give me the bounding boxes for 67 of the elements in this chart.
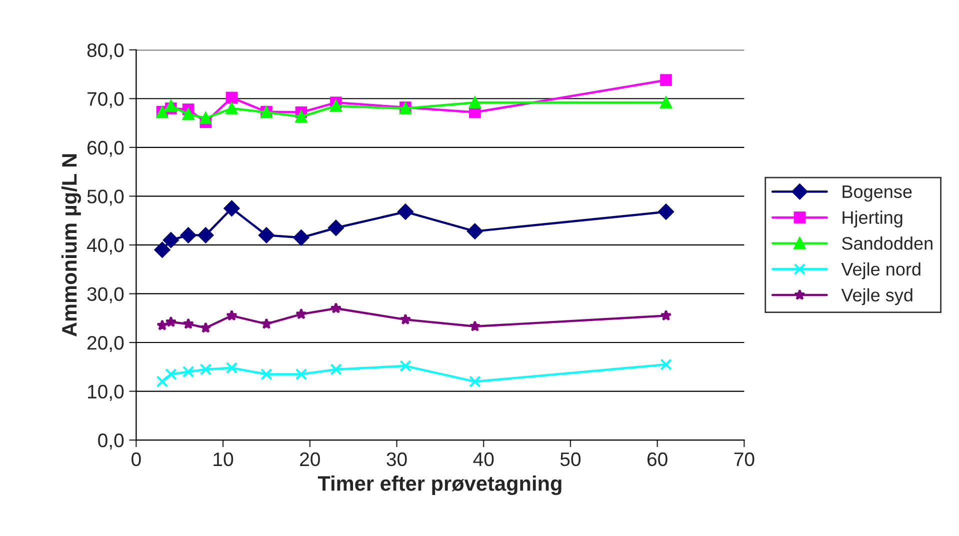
- point: [165, 368, 177, 380]
- point: [469, 376, 481, 388]
- y-axis-title: Ammonium µg/L N: [61, 154, 81, 336]
- point: [156, 376, 168, 388]
- point: [400, 360, 412, 372]
- point: [400, 314, 412, 325]
- point: [260, 368, 272, 380]
- y-tick-label: 50,0: [87, 190, 124, 206]
- legend-label: Sandodden: [842, 236, 932, 250]
- x-tick-label: 60: [648, 452, 668, 466]
- point: [226, 92, 238, 104]
- legend-label: Vejle nord: [841, 262, 920, 280]
- point: [295, 110, 308, 123]
- y-tick-label: 30,0: [87, 287, 124, 304]
- point: [258, 227, 274, 244]
- x-tick-label: 10: [214, 452, 234, 466]
- point: [658, 204, 674, 220]
- point: [260, 318, 272, 329]
- y-tick-label: 10,0: [88, 384, 124, 401]
- x-axis-title: Timer efter prøvetagning: [318, 476, 562, 496]
- y-tick-label: 80,0: [87, 43, 124, 60]
- point: [182, 366, 194, 378]
- point: [180, 227, 196, 244]
- legend-label: Bogense: [842, 185, 912, 202]
- legend-label: Vejle syd: [841, 288, 912, 306]
- point: [293, 230, 310, 246]
- y-tick-label: 20,0: [88, 336, 124, 352]
- point: [467, 223, 483, 240]
- x-tick-label: 70: [734, 452, 754, 466]
- point: [165, 100, 177, 112]
- x-tick-label: 30: [386, 452, 407, 466]
- point: [200, 322, 212, 333]
- point: [660, 358, 672, 370]
- point: [295, 368, 308, 380]
- point: [660, 96, 672, 108]
- x-tick-label: 40: [473, 452, 494, 466]
- point: [156, 320, 168, 330]
- point: [469, 96, 481, 108]
- x-tick-label: 0: [132, 452, 141, 466]
- point: [182, 318, 194, 329]
- y-tick-label: 40,0: [86, 238, 124, 254]
- point: [296, 308, 307, 320]
- point: [328, 220, 344, 236]
- point: [163, 232, 179, 248]
- y-tick-label: 60,0: [88, 140, 124, 157]
- point: [660, 310, 672, 321]
- point: [226, 362, 238, 374]
- point: [226, 102, 238, 114]
- point: [469, 320, 481, 332]
- point: [200, 112, 212, 124]
- legend-label: Hjerting: [842, 210, 902, 228]
- point: [154, 242, 170, 258]
- point: [330, 363, 342, 376]
- point: [330, 302, 342, 314]
- point: [224, 200, 240, 216]
- y-tick-label: 0,0: [98, 434, 124, 450]
- point: [330, 100, 342, 112]
- point: [660, 74, 672, 86]
- point: [398, 204, 414, 220]
- point: [165, 316, 177, 327]
- point: [226, 310, 238, 321]
- x-tick-label: 50: [560, 452, 581, 466]
- point: [198, 227, 214, 244]
- x-tick-label: 20: [300, 452, 320, 466]
- point: [182, 108, 194, 120]
- point: [200, 363, 212, 376]
- y-tick-label: 70,0: [88, 92, 124, 108]
